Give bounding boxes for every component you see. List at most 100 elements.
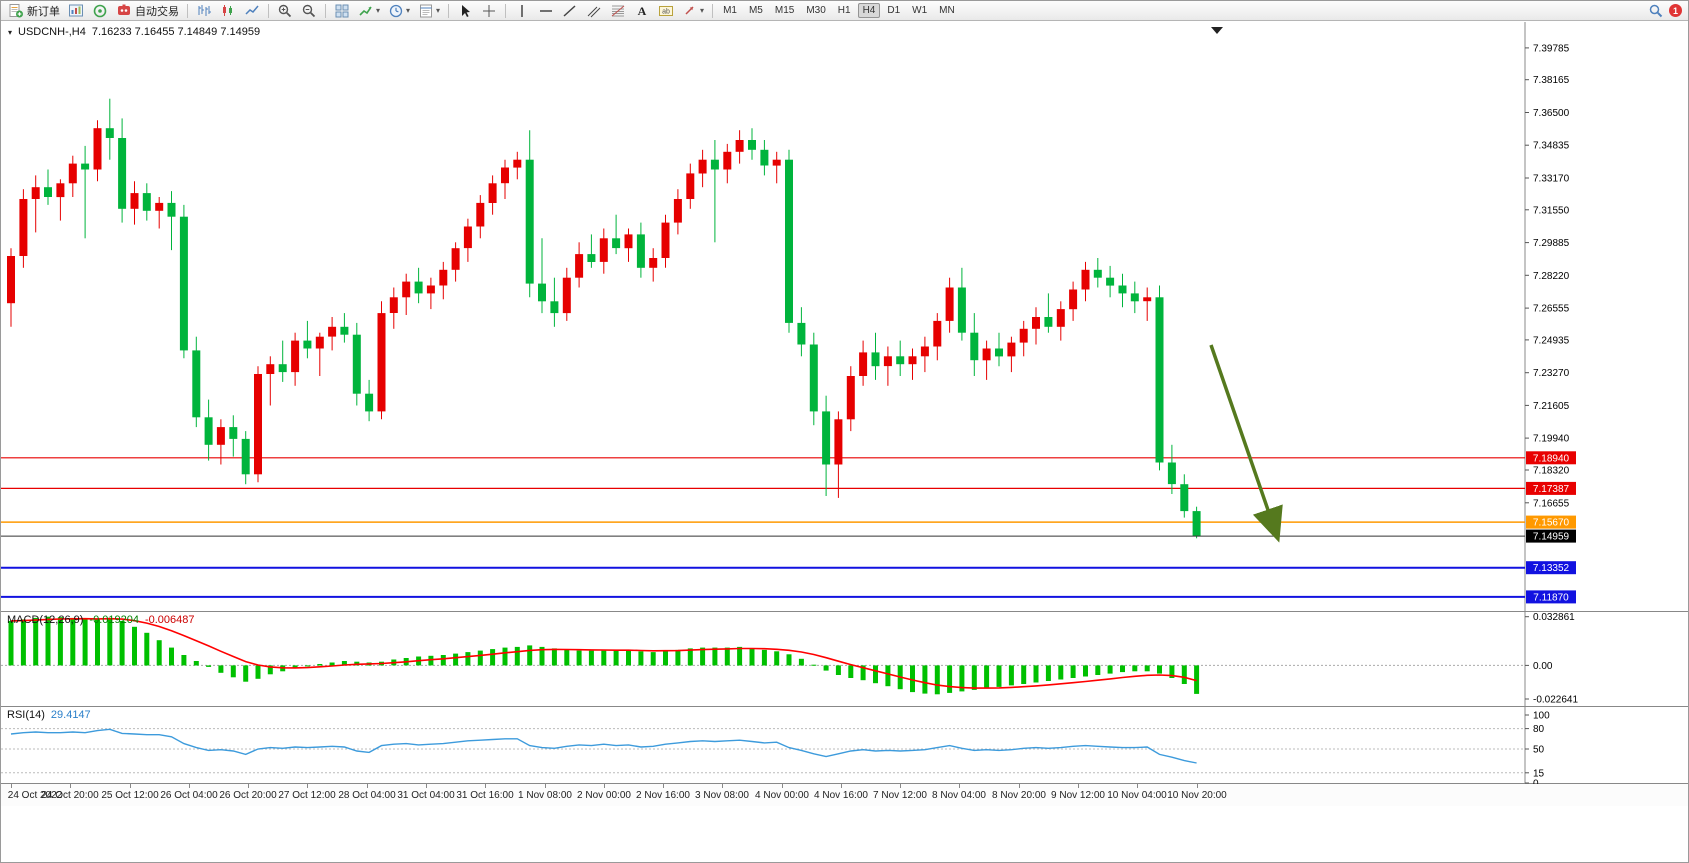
svg-text:7.26555: 7.26555	[1533, 304, 1570, 315]
bar-chart-button[interactable]	[193, 2, 215, 19]
fibonacci-button[interactable]	[607, 2, 629, 19]
time-label: 8 Nov 04:00	[932, 790, 986, 801]
time-tick	[426, 784, 427, 788]
timeframe-m1[interactable]: M1	[723, 5, 737, 16]
time-axis[interactable]: 24 Oct 2022 24 Oct 20:00 25 Oct 12:00 26 Oc…	[1, 784, 1688, 806]
time-tick	[1019, 784, 1020, 788]
market-watch-button[interactable]	[89, 2, 111, 19]
crosshair-button[interactable]	[478, 2, 500, 19]
svg-text:7.38165: 7.38165	[1533, 75, 1570, 86]
rsi-value: 29.4147	[50, 709, 91, 721]
macd-axis[interactable]: 0.032861 0.00 -0.022641	[1525, 612, 1578, 706]
time-tick	[545, 784, 546, 788]
zoom-in-button[interactable]	[274, 2, 296, 19]
label-button[interactable]: ab	[655, 2, 677, 19]
timeframe-m30[interactable]: M30	[806, 5, 826, 16]
auto-trading-button[interactable]: 自动交易	[113, 2, 182, 19]
tile-windows-button[interactable]	[331, 2, 353, 19]
horizontal-line-icon	[540, 9, 553, 12]
svg-text:15: 15	[1533, 768, 1545, 779]
channel-button[interactable]	[583, 2, 605, 19]
templates-button[interactable]: ▾	[415, 2, 443, 19]
timeframe-m15[interactable]: M15	[774, 5, 795, 16]
price-badge: 7.13352	[1526, 561, 1576, 575]
time-label: 24 Oct 20:00	[41, 790, 99, 801]
tile-windows-icon	[335, 4, 349, 17]
svg-text:7.28220: 7.28220	[1533, 271, 1570, 282]
svg-text:7.36500: 7.36500	[1533, 108, 1570, 119]
svg-text:100: 100	[1533, 711, 1550, 722]
time-label: 8 Nov 20:00	[992, 790, 1046, 801]
fibonacci-icon	[611, 5, 625, 16]
candle-chart-button[interactable]	[217, 2, 239, 19]
symbol-menu-icon[interactable]: ▾	[8, 27, 13, 37]
indicators-button[interactable]: ▾	[355, 2, 383, 19]
time-label: 2 Nov 16:00	[636, 790, 690, 801]
time-label: 2 Nov 00:00	[577, 790, 631, 801]
svg-text:7.39785: 7.39785	[1533, 43, 1570, 54]
clock-icon	[389, 4, 403, 17]
trendline-button[interactable]	[559, 2, 581, 19]
chart-shift-marker[interactable]	[1211, 27, 1223, 34]
auto-trading-icon	[118, 4, 130, 15]
time-label: 9 Nov 12:00	[1051, 790, 1105, 801]
macd-signal-line	[10, 617, 1197, 689]
price-axis[interactable]: 7.39785 7.38165 7.36500 7.34835 7.33170 7.315…	[1525, 43, 1570, 509]
time-tick	[189, 784, 190, 788]
svg-text:7.24935: 7.24935	[1533, 335, 1570, 346]
macd-signal-value: -0.006487	[144, 614, 195, 626]
vertical-line-icon	[521, 4, 523, 17]
time-tick	[722, 784, 723, 788]
rsi-panel[interactable]: 100 80 50 150	[1, 707, 1689, 784]
rsi-axis[interactable]: 100 80 50 150	[1525, 711, 1550, 785]
line-chart-button[interactable]	[241, 2, 263, 19]
search-button[interactable]	[1645, 2, 1667, 19]
timeframe-d1[interactable]: D1	[887, 5, 901, 16]
notification-badge[interactable]: 1	[1669, 4, 1682, 17]
toolbar-separator	[505, 3, 507, 18]
svg-text:7.16655: 7.16655	[1533, 498, 1570, 509]
svg-text:ab: ab	[662, 8, 670, 15]
svg-text:7.33170: 7.33170	[1533, 174, 1570, 185]
svg-text:-0.022641: -0.022641	[1533, 695, 1578, 706]
price-badge: 7.17387	[1526, 481, 1576, 495]
new-order-button[interactable]: 新订单	[5, 2, 63, 19]
arrows-button[interactable]: ▾	[679, 2, 707, 19]
svg-text:7.18320: 7.18320	[1533, 466, 1570, 477]
crosshair-icon	[483, 4, 496, 17]
timeframe-w1[interactable]: W1	[912, 5, 928, 16]
svg-text:0: 0	[1533, 779, 1539, 785]
time-tick	[604, 784, 605, 788]
time-label: 7 Nov 12:00	[873, 790, 927, 801]
zoom-out-button[interactable]	[298, 2, 320, 19]
svg-text:0.00: 0.00	[1533, 661, 1553, 672]
svg-text:7.31550: 7.31550	[1533, 205, 1570, 216]
svg-text:7.21605: 7.21605	[1533, 401, 1570, 412]
timeframe-h4[interactable]: H4	[857, 3, 881, 18]
cursor-button[interactable]	[454, 2, 476, 19]
price-chart[interactable]: 7.39785 7.38165 7.36500 7.34835 7.33170 7.315…	[1, 22, 1689, 612]
macd-panel[interactable]: 0.032861 0.00 -0.022641	[1, 612, 1689, 707]
time-tick	[1078, 784, 1079, 788]
timeframe-h1[interactable]: H1	[837, 5, 851, 16]
time-label: 3 Nov 08:00	[695, 790, 749, 801]
price-badge: 7.11870	[1526, 590, 1576, 604]
svg-text:7.14959: 7.14959	[1533, 532, 1570, 543]
timeframe-m5[interactable]: M5	[748, 5, 763, 16]
line-chart-icon	[245, 5, 259, 15]
timeframe-mn[interactable]: MN	[939, 5, 955, 16]
time-label: 10 Nov 04:00	[1107, 790, 1167, 801]
periods-button[interactable]: ▾	[385, 2, 413, 19]
annotation-arrow[interactable]	[1209, 344, 1283, 543]
horizontal-line-button[interactable]	[535, 2, 557, 19]
rsi-name: RSI(14)	[7, 709, 45, 721]
text-label-icon: ab	[659, 5, 674, 16]
new-chart-button[interactable]	[65, 2, 87, 19]
macd-header: MACD(12,26,9) -0.019204 -0.006487	[7, 614, 195, 626]
vertical-line-button[interactable]	[511, 2, 533, 19]
time-label: 10 Nov 20:00	[1167, 790, 1227, 801]
text-button[interactable]: A	[631, 2, 653, 19]
svg-text:7.34835: 7.34835	[1533, 141, 1570, 152]
rsi-line	[10, 728, 1197, 764]
